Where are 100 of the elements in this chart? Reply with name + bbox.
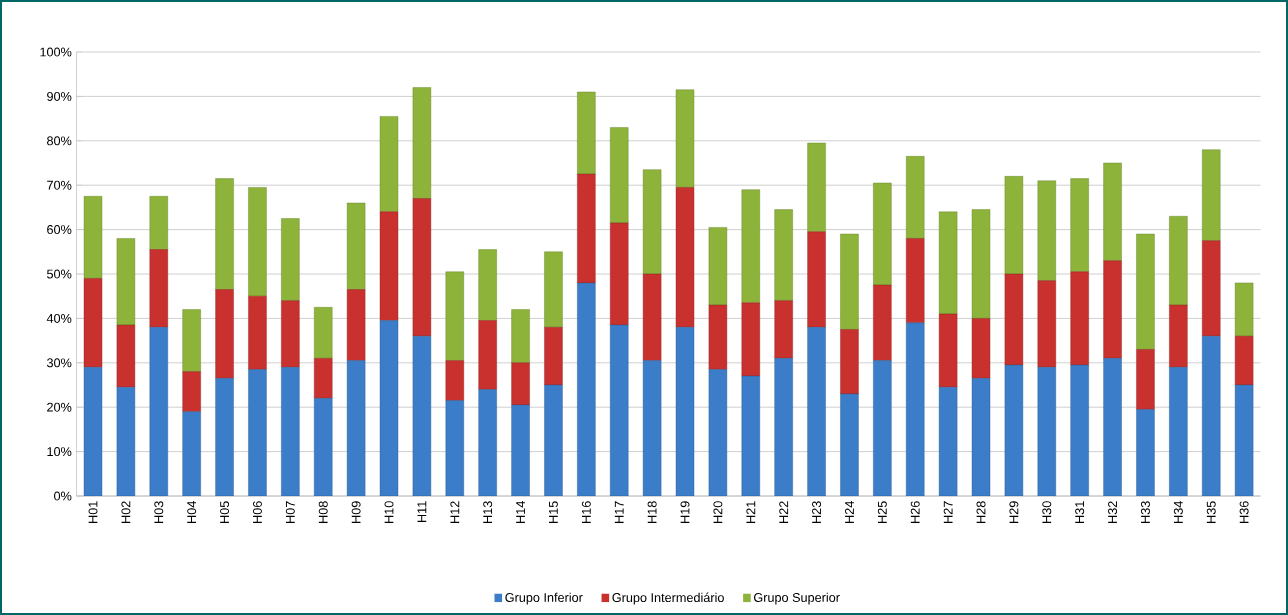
bar <box>1037 367 1056 496</box>
bar <box>379 116 399 213</box>
bar <box>314 358 333 399</box>
bar <box>1136 233 1155 350</box>
x-tick-label: H19 <box>680 501 690 523</box>
legend-label: Grupo Superior <box>754 592 840 605</box>
bar <box>938 211 958 315</box>
bar <box>840 329 859 395</box>
x-tick-label: H12 <box>450 501 460 523</box>
x-tick-label: H10 <box>384 501 394 523</box>
x-tick-label: H30 <box>1042 501 1052 523</box>
bar <box>511 404 530 496</box>
bar <box>1070 364 1089 496</box>
bar <box>840 233 859 330</box>
bar <box>807 142 826 233</box>
bar <box>182 309 201 372</box>
bar <box>741 189 760 304</box>
bar <box>116 238 136 326</box>
y-tick-label: 20% <box>47 402 72 412</box>
bar <box>544 384 563 496</box>
bar <box>379 320 399 496</box>
bar <box>971 209 991 319</box>
x-tick-label: H16 <box>581 501 591 523</box>
bar <box>346 202 366 290</box>
bar <box>807 327 826 496</box>
bar <box>314 307 333 359</box>
bar <box>873 360 892 496</box>
bar <box>478 249 497 321</box>
bar <box>1234 335 1254 386</box>
x-tick-label: H06 <box>252 501 262 523</box>
x-tick-label: H35 <box>1206 501 1216 523</box>
x-tick-label: H36 <box>1239 501 1249 523</box>
bar <box>610 127 629 224</box>
bar <box>511 309 530 363</box>
bar <box>511 362 530 406</box>
bar <box>807 231 826 328</box>
x-tick-label: H09 <box>351 501 361 523</box>
legend-label: Grupo Inferior <box>505 592 583 605</box>
bar <box>544 251 563 328</box>
bar <box>938 387 958 496</box>
bar <box>116 387 136 496</box>
x-tick-label: H01 <box>88 501 98 523</box>
bar <box>412 335 432 496</box>
x-tick-label: H08 <box>318 501 328 523</box>
bar <box>610 222 629 326</box>
bar <box>215 289 234 379</box>
x-tick-label: H18 <box>647 501 657 523</box>
x-tick-label: H24 <box>845 501 854 523</box>
bar <box>642 273 662 361</box>
bar <box>544 327 563 386</box>
bar <box>1202 149 1221 241</box>
bar <box>577 91 596 175</box>
x-tick-label: H11 <box>417 501 427 522</box>
bar <box>149 196 168 250</box>
bar <box>577 173 596 284</box>
bar <box>840 393 859 496</box>
y-tick-label: 80% <box>47 136 72 146</box>
x-tick-label: H07 <box>285 501 295 523</box>
y-tick-label: 30% <box>46 358 72 368</box>
x-tick-label: H03 <box>154 501 164 523</box>
bar <box>1202 240 1221 337</box>
x-tick-label: H17 <box>614 501 624 523</box>
bar <box>412 198 432 337</box>
legend-label: Grupo Intermediário <box>612 592 724 605</box>
bar <box>346 360 366 496</box>
bar <box>346 289 366 361</box>
bar <box>248 369 267 496</box>
bar <box>906 238 925 324</box>
x-tick-label: H31 <box>1075 501 1085 523</box>
bar <box>1037 180 1056 281</box>
x-tick-label: H29 <box>1009 501 1019 523</box>
bar <box>83 196 103 279</box>
bar <box>1169 304 1188 368</box>
x-tick-label: H22 <box>779 501 789 523</box>
bar <box>1234 282 1254 337</box>
bar <box>1037 280 1056 368</box>
bar <box>1202 335 1221 496</box>
bar <box>873 284 892 361</box>
bar <box>182 371 201 412</box>
bar <box>741 302 760 377</box>
bar <box>971 318 991 379</box>
bar <box>1004 176 1024 275</box>
bar <box>1004 364 1024 496</box>
bar <box>149 249 168 328</box>
bar <box>182 411 201 496</box>
bar <box>906 156 925 239</box>
bar <box>478 320 497 390</box>
x-tick-label: H05 <box>220 501 230 523</box>
bar <box>379 211 399 321</box>
bar <box>774 209 793 301</box>
bar <box>675 89 695 188</box>
bar <box>577 282 596 496</box>
bar <box>938 313 958 388</box>
x-tick-label: H21 <box>746 501 756 523</box>
x-tick-label: H04 <box>187 501 197 523</box>
bar <box>215 178 234 290</box>
bar <box>478 389 497 496</box>
bar <box>971 378 991 496</box>
bar <box>1169 216 1188 306</box>
x-tick-label: H23 <box>812 501 822 523</box>
